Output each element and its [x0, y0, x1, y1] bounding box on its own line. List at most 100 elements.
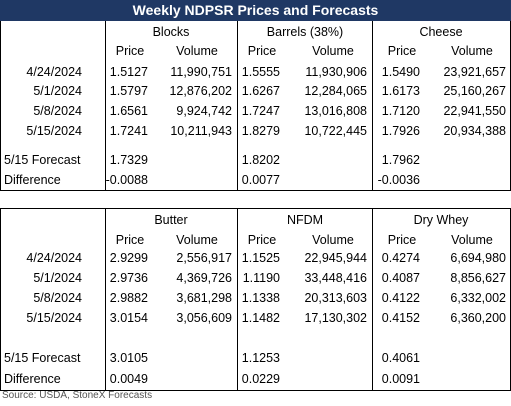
- cell: 25,160,267: [443, 84, 506, 98]
- row-label: Difference: [4, 372, 61, 386]
- row-label: 5/15 Forecast: [4, 153, 81, 167]
- cell: 1.5555: [241, 65, 280, 79]
- cell: 6,694,980: [450, 251, 506, 265]
- cell: -0.0088: [105, 173, 148, 187]
- group-header: Blocks: [152, 25, 190, 39]
- column-divider: [105, 21, 106, 190]
- cell: 2.9299: [109, 251, 148, 265]
- cell: 0.4061: [381, 351, 420, 365]
- cell: 6,360,200: [450, 311, 506, 325]
- column-divider: [237, 21, 238, 190]
- row-label: 5/1/2024: [33, 271, 82, 285]
- column-header: Volume: [451, 44, 493, 58]
- cell: 22,945,944: [304, 251, 367, 265]
- cell: 20,934,388: [443, 124, 506, 138]
- row-label: 5/15/2024: [26, 311, 82, 325]
- cell: -0.0036: [377, 173, 420, 187]
- cell: 22,941,550: [443, 104, 506, 118]
- column-header: Volume: [176, 44, 218, 58]
- cell: 1.6561: [109, 104, 148, 118]
- cell: 10,722,445: [304, 124, 367, 138]
- cell: 1.7120: [381, 104, 420, 118]
- cell: 3.0154: [109, 311, 148, 325]
- column-divider: [105, 208, 106, 390]
- row-label: 4/24/2024: [26, 65, 82, 79]
- cell: 13,016,808: [304, 104, 367, 118]
- cell: 0.4087: [381, 271, 420, 285]
- cell: 33,448,416: [304, 271, 367, 285]
- cell: 1.5127: [109, 65, 148, 79]
- column-header: Volume: [312, 233, 354, 247]
- cell: 0.0077: [241, 173, 280, 187]
- cell: 1.7329: [109, 153, 148, 167]
- cell: 1.8202: [241, 153, 280, 167]
- cell: 0.0229: [241, 372, 280, 386]
- cell: 1.7962: [381, 153, 420, 167]
- cell: 1.1253: [241, 351, 280, 365]
- cell: 1.6267: [241, 84, 280, 98]
- group-header: Barrels (38%): [266, 25, 344, 39]
- source: Source: USDA, StoneX Forecasts: [2, 390, 153, 401]
- group-header: Butter: [154, 213, 188, 227]
- title-bar: [0, 0, 511, 21]
- row-label: 4/24/2024: [26, 251, 82, 265]
- cell: 9,924,742: [176, 104, 232, 118]
- cell: 8,856,627: [450, 271, 506, 285]
- column-header: Price: [247, 44, 277, 58]
- cell: 11,930,906: [305, 65, 367, 79]
- cell: 1.5490: [381, 65, 420, 79]
- row-label: Difference: [4, 173, 61, 187]
- column-header: Price: [115, 44, 145, 58]
- cell: 0.4152: [381, 311, 420, 325]
- cell: 3,056,609: [176, 311, 232, 325]
- cell: 12,284,065: [304, 84, 367, 98]
- column-header: Price: [247, 233, 277, 247]
- column-header: Volume: [312, 44, 354, 58]
- cell: 0.0091: [381, 372, 420, 386]
- cell: 4,369,726: [176, 271, 232, 285]
- group-header: Cheese: [419, 25, 463, 39]
- column-divider: [372, 21, 373, 190]
- cell: 1.6173: [381, 84, 420, 98]
- column-header: Price: [387, 44, 417, 58]
- cell: 2,556,917: [176, 251, 232, 265]
- row-label: 5/15 Forecast: [4, 351, 81, 365]
- cell: 0.4274: [381, 251, 420, 265]
- cell: 3,681,298: [176, 291, 232, 305]
- column-divider: [237, 208, 238, 390]
- row-label: 5/8/2024: [33, 291, 82, 305]
- cell: 12,876,202: [169, 84, 232, 98]
- cell: 1.1482: [241, 311, 280, 325]
- column-header: Volume: [451, 233, 493, 247]
- column-header: Volume: [176, 233, 218, 247]
- cell: 1.8279: [241, 124, 280, 138]
- cell: 1.5797: [109, 84, 148, 98]
- cell: 23,921,657: [443, 65, 506, 79]
- row-label: 5/15/2024: [26, 124, 82, 138]
- column-header: Price: [115, 233, 145, 247]
- column-header: Price: [387, 233, 417, 247]
- cell: 3.0105: [109, 351, 148, 365]
- cell: 1.1338: [241, 291, 280, 305]
- cell: 1.7247: [241, 104, 280, 118]
- cell: 2.9736: [109, 271, 148, 285]
- cell: 6,332,002: [450, 291, 506, 305]
- cell: 1.1525: [241, 251, 280, 265]
- cell: 0.0049: [109, 372, 148, 386]
- cell: 1.1190: [242, 271, 280, 285]
- group-header: Dry Whey: [413, 213, 469, 227]
- title: Weekly NDPSR Prices and Forecasts: [132, 2, 379, 18]
- row-label: 5/8/2024: [33, 104, 82, 118]
- cell: 2.9882: [109, 291, 148, 305]
- cell: 10,211,943: [170, 124, 232, 138]
- row-label: 5/1/2024: [33, 84, 82, 98]
- group-header: NFDM: [286, 213, 324, 227]
- cell: 20,313,603: [304, 291, 367, 305]
- cell: 1.7926: [381, 124, 420, 138]
- cell: 17,130,302: [304, 311, 367, 325]
- cell: 0.4122: [381, 291, 420, 305]
- column-divider: [372, 208, 373, 390]
- cell: 11,990,751: [170, 65, 232, 79]
- cell: 1.7241: [109, 124, 148, 138]
